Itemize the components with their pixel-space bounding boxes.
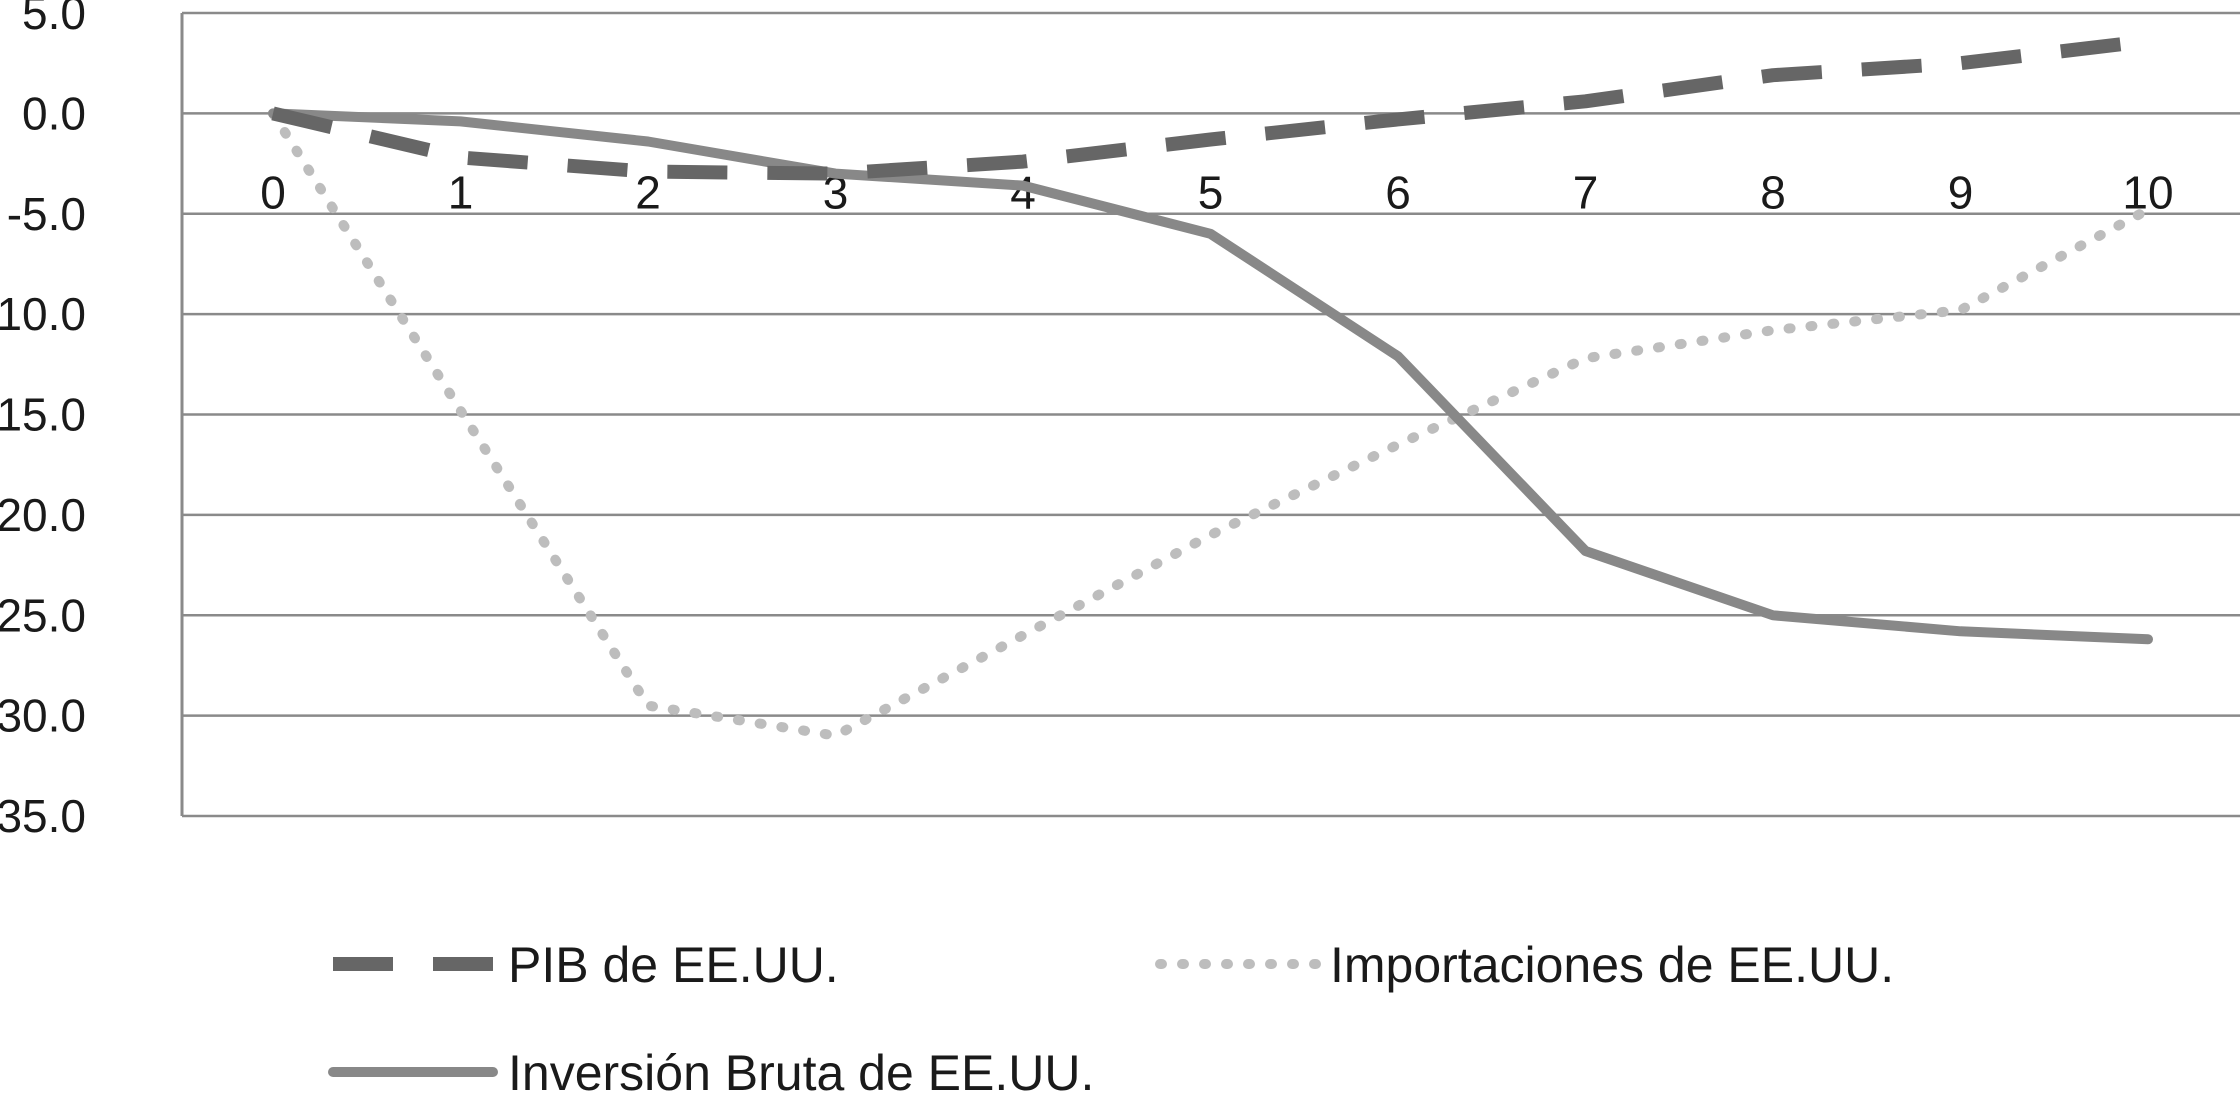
x-tick-label: 10 — [2122, 166, 2173, 218]
y-tick-label: -5.0 — [7, 188, 86, 240]
y-tick-label: -35.0 — [0, 790, 86, 842]
x-tick-label: 2 — [635, 166, 661, 218]
legend: PIB de EE.UU. Importaciones de EE.UU. Inve… — [328, 937, 1894, 1101]
series-lines — [268, 34, 2153, 741]
x-tick-label: 6 — [1385, 166, 1411, 218]
x-tick-label: 0 — [260, 166, 286, 218]
y-tick-label: -10.0 — [0, 288, 86, 340]
y-tick-label: 5.0 — [22, 0, 86, 39]
x-tick-label: 1 — [448, 166, 474, 218]
y-axis-tick-labels: 5.0 0.0 -5.0 -10.0 -15.0 -20.0 -25.0 -30.0 -35.0 — [0, 0, 86, 842]
series-line-2 — [268, 108, 2153, 645]
grid-lines — [180, 11, 2240, 818]
series-line-1 — [268, 108, 2153, 741]
x-tick-label: 8 — [1760, 166, 1786, 218]
y-tick-label: -30.0 — [0, 690, 86, 742]
x-tick-label: 7 — [1573, 166, 1599, 218]
y-tick-label: -25.0 — [0, 589, 86, 641]
series-line-0 — [271, 34, 2149, 181]
x-tick-label: 9 — [1948, 166, 1974, 218]
legend-label-0: PIB de EE.UU. — [508, 937, 839, 993]
legend-label-2: Inversión Bruta de EE.UU. — [508, 1045, 1094, 1101]
y-tick-label: -15.0 — [0, 389, 86, 441]
x-tick-label: 5 — [1198, 166, 1224, 218]
y-tick-label: 0.0 — [22, 87, 86, 139]
x-axis-tick-labels: 0 1 2 3 4 5 6 7 8 9 10 — [260, 166, 2173, 218]
legend-label-1: Importaciones de EE.UU. — [1330, 937, 1894, 993]
y-tick-label: -20.0 — [0, 489, 86, 541]
